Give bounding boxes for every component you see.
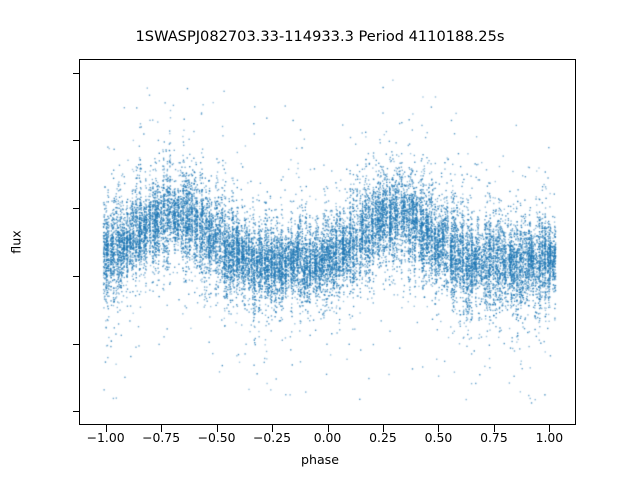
- x-tick-label: 0.00: [313, 430, 342, 445]
- x-tick-label: 0.25: [369, 430, 397, 445]
- x-tick-mark: [216, 425, 218, 432]
- x-axis-label: phase: [300, 452, 339, 467]
- x-tick-mark: [161, 425, 163, 432]
- y-axis-label: flux: [8, 230, 24, 254]
- x-tick-mark: [327, 425, 329, 432]
- plot-axes-frame: [79, 59, 576, 425]
- chart-title: 1SWASPJ082703.33-114933.3 Period 4110188…: [135, 28, 505, 45]
- x-tick-label: 0.75: [480, 430, 508, 445]
- x-tick-label: −0.25: [253, 430, 292, 445]
- x-tick-label: 1.00: [535, 430, 564, 445]
- x-tick-label: −0.50: [197, 430, 236, 445]
- x-tick-mark: [549, 425, 551, 432]
- x-tick-mark: [382, 425, 384, 432]
- x-tick-mark: [493, 425, 495, 432]
- x-tick-mark: [438, 425, 440, 432]
- scatter-plot-points: [80, 60, 575, 424]
- x-tick-mark: [272, 425, 274, 432]
- x-tick-mark: [105, 425, 107, 432]
- x-tick-label: −0.75: [142, 430, 181, 445]
- x-tick-label: 0.50: [424, 430, 453, 445]
- x-tick-label: −1.00: [86, 430, 125, 445]
